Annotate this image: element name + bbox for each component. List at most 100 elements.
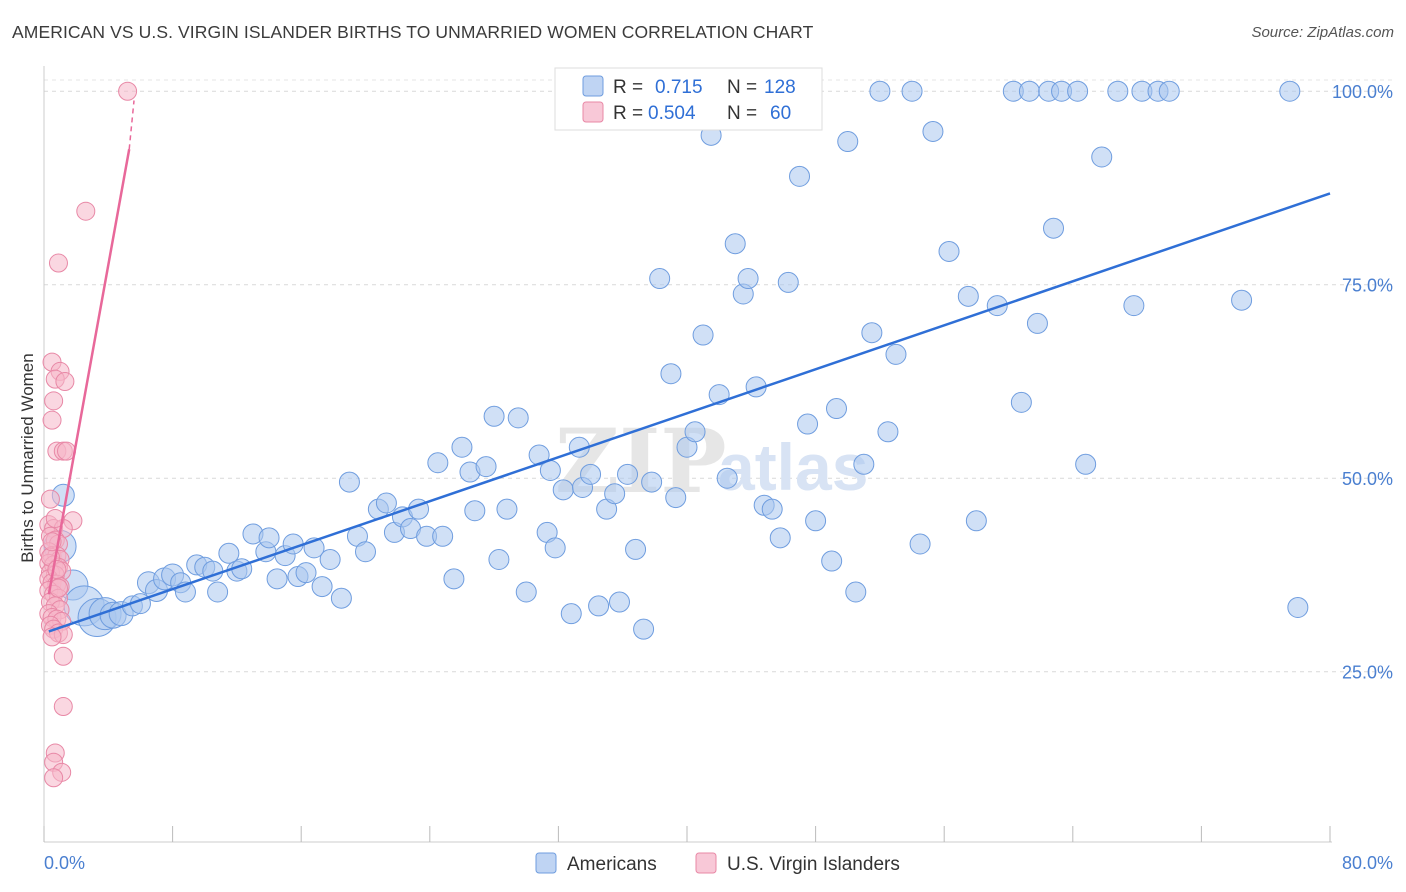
legend-swatch-virgin-islanders — [582, 101, 604, 123]
trend-layer — [47, 100, 1331, 633]
series-0-point-68 — [604, 483, 626, 505]
series-0-point-54 — [496, 498, 518, 520]
series-0-point-75 — [660, 363, 682, 385]
source-credit: Source: ZipAtlas.com — [1251, 24, 1394, 41]
series-0-point-61 — [552, 479, 574, 501]
chart-title: AMERICAN VS U.S. VIRGIN ISLANDER BIRTHS … — [12, 22, 814, 42]
legend-n-value-2: 60 — [770, 103, 791, 124]
legend-swatch-americans-bottom — [535, 852, 557, 874]
series-0-point-107 — [957, 285, 979, 307]
legend-r-value-1: 0.715 — [655, 77, 703, 98]
series-0-point-47 — [443, 568, 465, 590]
trend-line-0 — [48, 192, 1331, 633]
series-0-point-83 — [724, 233, 746, 255]
y-tick-labels: 25.0% 50.0% 75.0% 100.0% — [1332, 82, 1393, 682]
series-0-point-117 — [1067, 80, 1089, 102]
series-0-point-113 — [1026, 312, 1048, 334]
series-0-point-76 — [665, 487, 687, 509]
series-0-point-30 — [295, 562, 317, 584]
series-1-point-0 — [118, 81, 138, 101]
series-0-point-104 — [909, 533, 931, 555]
legend-r-label-1: R = — [613, 77, 643, 98]
series-0-point-48 — [451, 436, 473, 458]
series-0-point-103 — [901, 80, 923, 102]
series-0-point-127 — [1287, 596, 1309, 618]
series-0-point-82 — [716, 467, 738, 489]
axes — [43, 66, 1332, 843]
series-0-point-99 — [861, 322, 883, 344]
series-0-point-106 — [938, 240, 960, 262]
series-0-point-71 — [625, 538, 647, 560]
series-0-point-34 — [330, 587, 352, 609]
series-1-point-50 — [53, 697, 73, 717]
series-0-point-121 — [1123, 295, 1145, 317]
series-1-point-7 — [44, 391, 64, 411]
series-1-point-54 — [44, 768, 64, 788]
points-layer — [39, 80, 1309, 788]
legend-r-value-2: 0.504 — [648, 103, 696, 124]
series-1-point-48 — [42, 627, 62, 647]
series-1-point-8 — [42, 410, 62, 430]
legend-n-label-2: N = — [727, 103, 757, 124]
series-0-point-85 — [737, 268, 759, 290]
series-0-point-53 — [488, 548, 510, 570]
series-0-point-51 — [475, 456, 497, 478]
series-0-point-111 — [1010, 391, 1032, 413]
y-tick-label-1: 50.0% — [1342, 469, 1393, 489]
series-0-point-39 — [375, 492, 397, 514]
series-0-point-91 — [789, 165, 811, 187]
series-0-point-78 — [684, 421, 706, 443]
series-0-point-45 — [427, 452, 449, 474]
series-0-point-56 — [515, 581, 537, 603]
series-0-point-102 — [885, 343, 907, 365]
series-0-point-46 — [432, 525, 454, 547]
series-0-point-74 — [649, 268, 671, 290]
series-0-point-115 — [1043, 217, 1065, 239]
series-0-point-65 — [580, 463, 602, 485]
series-0-point-26 — [266, 568, 288, 590]
series-1-point-2 — [48, 253, 68, 273]
series-0-point-32 — [311, 576, 333, 598]
gridlines — [44, 79, 1394, 673]
legend-r-label-2: R = — [613, 103, 643, 124]
series-0-point-101 — [877, 421, 899, 443]
series-0-point-97 — [845, 581, 867, 603]
x-tick-min: 0.0% — [44, 853, 85, 873]
series-0-point-94 — [821, 550, 843, 572]
series-0-point-96 — [837, 131, 859, 153]
legend-label-virgin-islanders: U.S. Virgin Islanders — [727, 854, 900, 875]
legend-n-label-1: N = — [727, 77, 757, 98]
series-0-point-124 — [1158, 80, 1180, 102]
y-axis-label: Births to Unmarried Women — [18, 353, 37, 562]
series-0-points — [43, 80, 1309, 640]
series-1-point-56 — [45, 508, 65, 528]
series-0-point-72 — [633, 618, 655, 640]
legend-swatch-virgin-islanders-bottom — [695, 852, 717, 874]
y-tick-label-3: 100.0% — [1332, 82, 1393, 102]
series-0-point-109 — [986, 295, 1008, 317]
series-0-point-95 — [825, 398, 847, 420]
series-legend: Americans U.S. Virgin Islanders — [535, 852, 900, 875]
series-0-point-52 — [483, 405, 505, 427]
watermark: ZIP atlas — [555, 409, 868, 513]
series-0-point-50 — [464, 500, 486, 522]
series-0-point-100 — [869, 80, 891, 102]
series-0-point-126 — [1279, 80, 1301, 102]
y-tick-label-2: 75.0% — [1342, 276, 1393, 296]
series-0-point-90 — [777, 271, 799, 293]
series-0-point-55 — [507, 407, 529, 429]
series-0-point-19 — [207, 581, 229, 603]
series-0-point-92 — [797, 413, 819, 435]
trend-line-ext-1 — [128, 100, 135, 150]
series-0-point-73 — [641, 471, 663, 493]
series-0-point-62 — [560, 603, 582, 625]
series-0-point-112 — [1018, 80, 1040, 102]
series-1-point-1 — [76, 201, 96, 221]
series-1-points — [39, 81, 138, 788]
series-0-point-66 — [588, 595, 610, 617]
series-0-point-120 — [1107, 80, 1129, 102]
series-0-point-93 — [805, 510, 827, 532]
series-0-point-25 — [258, 527, 280, 549]
series-0-point-89 — [769, 527, 791, 549]
